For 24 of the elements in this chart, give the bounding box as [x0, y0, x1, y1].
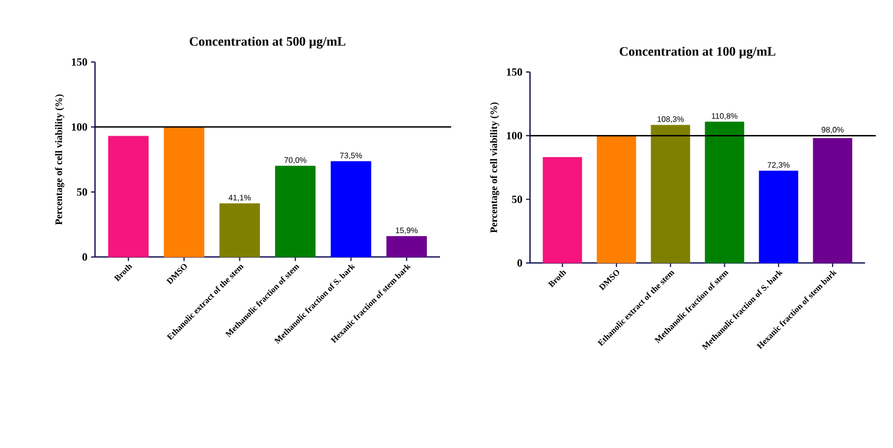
- bar: [164, 126, 204, 258]
- bar: [812, 138, 852, 264]
- y-tick-label: 150: [506, 68, 522, 76]
- y-axis-title: Percentage of cell viability (%): [490, 102, 500, 233]
- bar: [386, 236, 427, 258]
- y-tick-label: 150: [72, 58, 88, 66]
- y-tick-label: 50: [512, 196, 522, 204]
- y-tick-label: 0: [82, 253, 88, 261]
- chart-title: Concentration at 500 µg/mL: [190, 36, 346, 49]
- y-tick-label: 0: [517, 259, 522, 267]
- bar: [275, 166, 316, 258]
- bar: [758, 170, 798, 264]
- bar: [542, 157, 582, 264]
- y-tick-label: 50: [76, 188, 88, 196]
- y-tick-label: 100: [506, 132, 522, 140]
- bar: [650, 124, 690, 264]
- bar: [596, 135, 636, 264]
- y-tick-label: 100: [72, 123, 88, 131]
- chart-title: Concentration at 100 µg/mL: [620, 46, 776, 59]
- bar: [108, 136, 149, 258]
- y-axis-title: Percentage of cell viability (%): [55, 94, 64, 225]
- bar: [219, 203, 260, 258]
- bar: [704, 122, 744, 264]
- bar: [330, 161, 372, 258]
